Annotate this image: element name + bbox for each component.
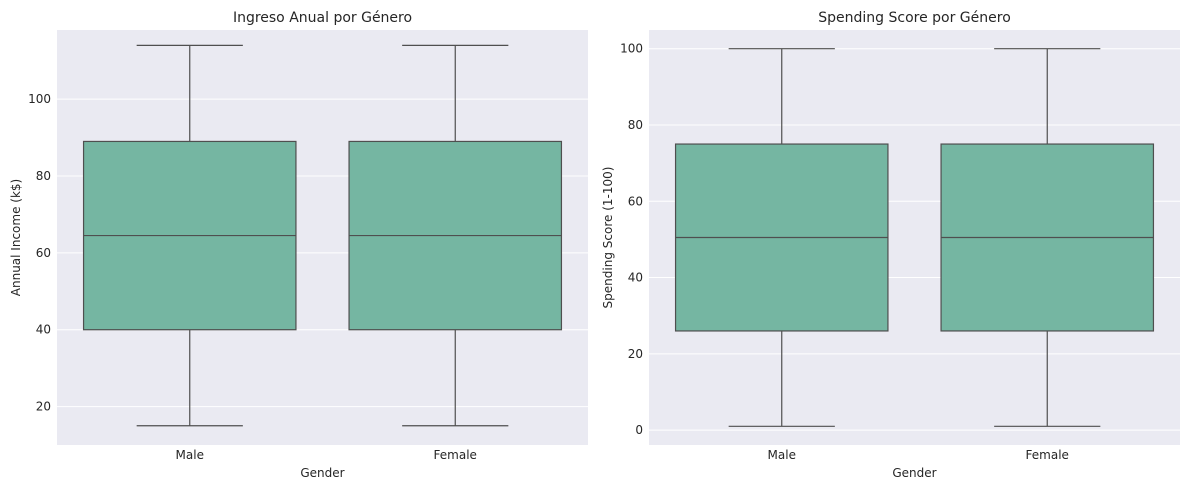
y-axis-label: Annual Income (k$) bbox=[9, 179, 23, 296]
x-tick-label: Male bbox=[768, 448, 796, 462]
chart-income-by-gender: 20 40 60 80 100 Male Female Ingreso Anual por … bbox=[9, 10, 588, 480]
y-tick-label: 40 bbox=[628, 271, 643, 285]
y-axis-label: Spending Score (1-100) bbox=[601, 167, 615, 309]
y-tick-label: 60 bbox=[36, 246, 51, 260]
y-tick-label: 0 bbox=[635, 423, 643, 437]
chart-spending-by-gender: 0 20 40 60 80 100 Male Female Spending Score po… bbox=[601, 10, 1180, 480]
x-axis-label: Gender bbox=[300, 466, 344, 480]
x-tick-label: Female bbox=[1026, 448, 1069, 462]
x-tick-label: Female bbox=[434, 448, 477, 462]
y-tick-label: 20 bbox=[628, 347, 643, 361]
y-tick-label: 60 bbox=[628, 194, 643, 208]
box-male bbox=[674, 48, 889, 427]
y-tick-label: 100 bbox=[28, 92, 51, 106]
y-tick-label: 80 bbox=[36, 169, 51, 183]
x-tick-label: Male bbox=[176, 448, 204, 462]
y-tick-label: 80 bbox=[628, 118, 643, 132]
box-male bbox=[82, 44, 297, 427]
y-tick-label: 40 bbox=[36, 323, 51, 337]
chart-title: Spending Score por Género bbox=[818, 10, 1011, 26]
x-axis-label: Gender bbox=[892, 466, 936, 480]
y-tick-label: 100 bbox=[620, 42, 643, 56]
y-tick-label: 20 bbox=[36, 400, 51, 414]
box-female bbox=[348, 44, 563, 427]
chart-title: Ingreso Anual por Género bbox=[233, 10, 412, 26]
box-female bbox=[940, 48, 1155, 427]
